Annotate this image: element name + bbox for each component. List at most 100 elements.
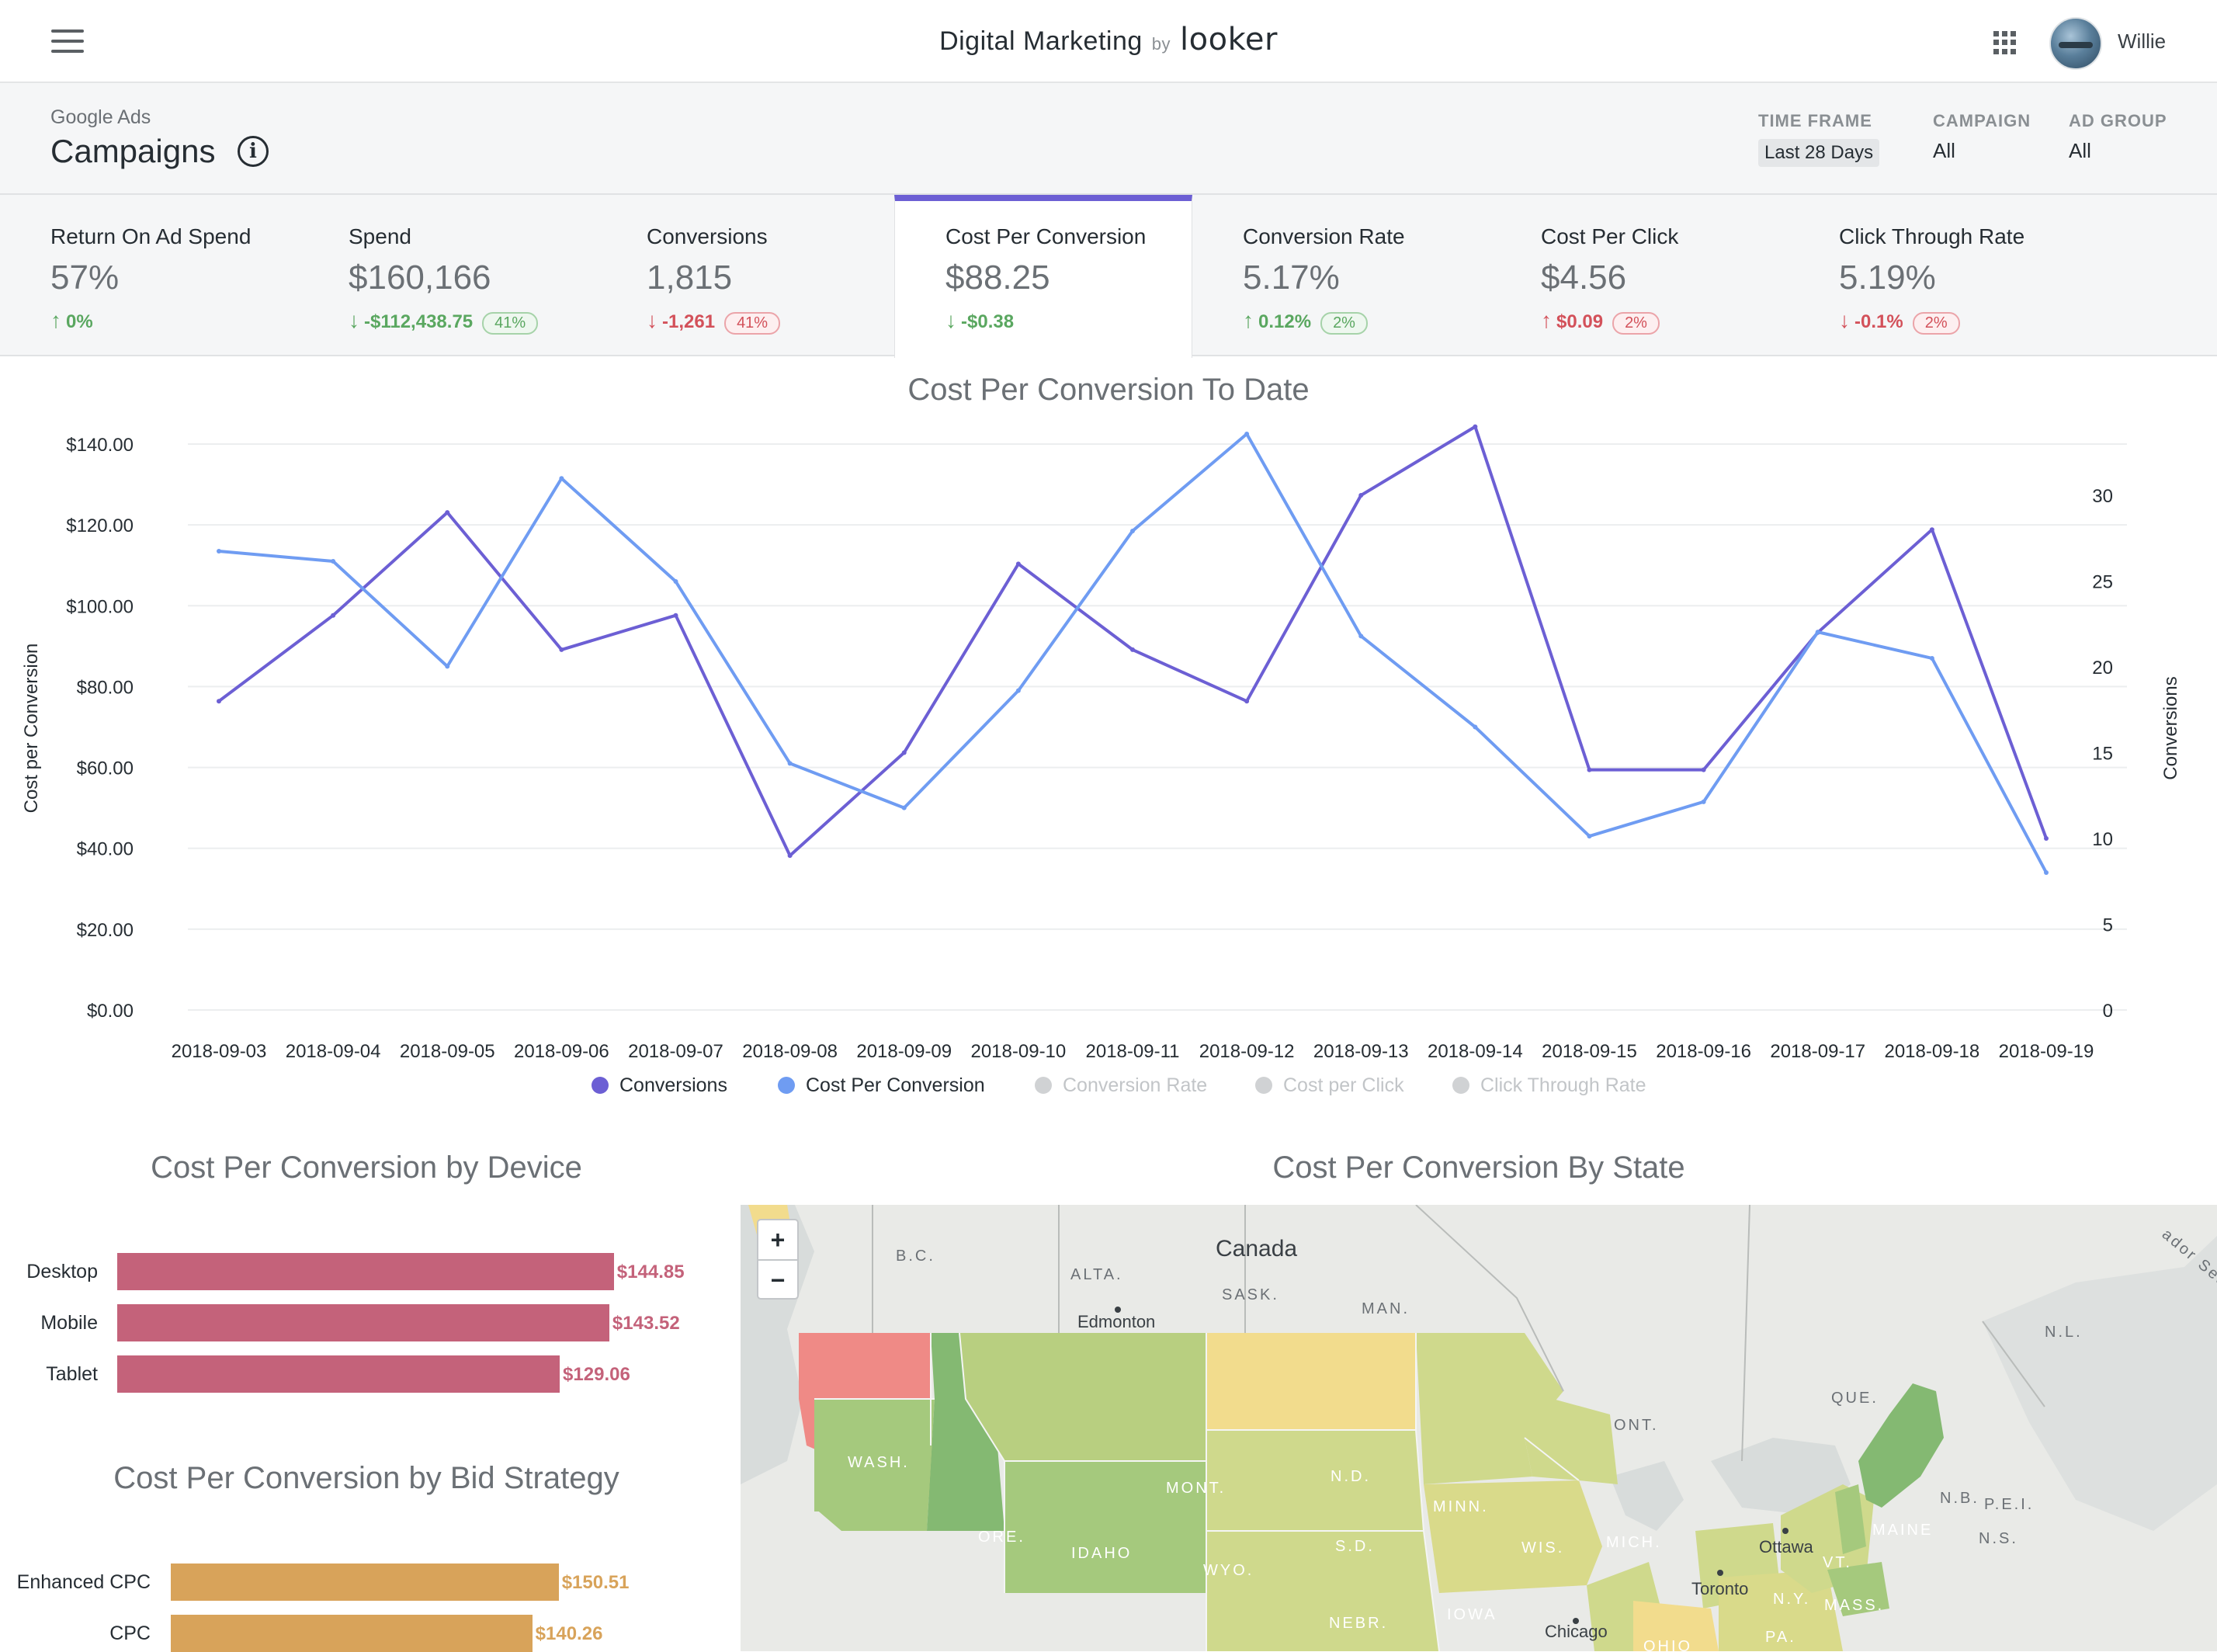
bar-category-label: Tablet xyxy=(46,1363,98,1385)
data-point[interactable] xyxy=(445,664,450,669)
data-point[interactable] xyxy=(331,559,336,564)
y2-tick-label: 10 xyxy=(2092,829,2113,850)
zoom-in-button[interactable]: + xyxy=(758,1220,797,1261)
filter-ad-group[interactable]: AD GROUP All xyxy=(2069,111,2167,163)
apps-grid-icon[interactable] xyxy=(1993,31,2017,54)
data-point[interactable] xyxy=(1815,630,1820,635)
map-label: Ottawa xyxy=(1759,1537,1813,1557)
map-label: QUE. xyxy=(1831,1390,1879,1407)
data-point[interactable] xyxy=(2044,869,2049,875)
kpi-change: ↓ -$112,438.75 41% xyxy=(349,308,539,335)
data-point[interactable] xyxy=(1587,834,1592,839)
bar[interactable] xyxy=(171,1564,559,1601)
map-label: NEBR. xyxy=(1329,1615,1388,1632)
bar[interactable] xyxy=(117,1355,560,1393)
data-point[interactable] xyxy=(217,548,221,554)
data-point[interactable] xyxy=(1929,655,1934,661)
kpi-tile-conversions[interactable]: Conversions 1,815 ↓ -1,261 41% xyxy=(596,195,894,355)
kpi-change: ↑ $0.09 2% xyxy=(1541,308,1660,335)
legend-item-cost-per-click[interactable]: Cost per Click xyxy=(1255,1074,1404,1097)
kpi-tile-click-through-rate[interactable]: Click Through Rate 5.19% ↓ -0.1% 2% xyxy=(1789,195,2087,355)
map-label: IDAHO xyxy=(1071,1545,1132,1562)
kpi-tile-return-on-ad-spend[interactable]: Return On Ad Spend 57% ↑ 0% xyxy=(0,195,298,355)
data-point[interactable] xyxy=(1130,528,1135,533)
y-tick-label: $80.00 xyxy=(77,677,134,698)
map-label: N.D. xyxy=(1331,1468,1371,1485)
data-point[interactable] xyxy=(1473,424,1478,429)
data-point[interactable] xyxy=(331,613,336,618)
x-tick-label: 2018-09-08 xyxy=(742,1041,838,1062)
map-region-oregon xyxy=(814,1399,935,1531)
bar[interactable] xyxy=(117,1304,609,1341)
legend-label: Conversion Rate xyxy=(1063,1074,1208,1096)
data-point[interactable] xyxy=(673,579,678,585)
data-point[interactable] xyxy=(901,805,907,810)
x-tick-label: 2018-09-03 xyxy=(172,1041,267,1062)
y2-tick-label: 5 xyxy=(2103,915,2113,936)
zoom-out-button[interactable]: − xyxy=(770,1266,786,1294)
data-point[interactable] xyxy=(1244,699,1250,704)
dashboard-header: Google Ads Campaigns i TIME FRAME Last 2… xyxy=(0,83,2217,195)
legend-item-conversions[interactable]: Conversions xyxy=(592,1074,727,1097)
map-label: Chicago xyxy=(1545,1622,1608,1641)
user-avatar[interactable] xyxy=(2049,17,2102,70)
data-point[interactable] xyxy=(673,613,678,618)
app-title: Digital Marketing xyxy=(939,26,1143,56)
bar[interactable] xyxy=(117,1253,614,1290)
data-point[interactable] xyxy=(901,750,907,755)
filter-campaign[interactable]: CAMPAIGN All xyxy=(1933,111,2031,163)
filter-value[interactable]: All xyxy=(2069,139,2091,162)
app-brand: Digital Marketing by looker xyxy=(0,22,2217,57)
y2-tick-label: 15 xyxy=(2092,744,2113,765)
state-map[interactable]: B.C. ALTA. SASK. MAN. Canada Edmonton ON… xyxy=(741,1205,2217,1651)
data-point[interactable] xyxy=(2044,836,2049,841)
legend-item-conversion-rate[interactable]: Conversion Rate xyxy=(1035,1074,1207,1097)
x-tick-label: 2018-09-15 xyxy=(1542,1041,1637,1062)
data-point[interactable] xyxy=(445,510,450,515)
map-region-ohio xyxy=(1633,1601,1719,1651)
data-point[interactable] xyxy=(559,476,564,481)
data-point[interactable] xyxy=(1015,688,1021,693)
map-region-idaho xyxy=(927,1333,1004,1531)
map-region-wyoming xyxy=(1004,1461,1206,1593)
data-point[interactable] xyxy=(1473,724,1478,730)
filter-time-frame[interactable]: TIME FRAME Last 28 Days xyxy=(1758,111,1880,167)
data-point[interactable] xyxy=(1701,799,1706,804)
info-icon[interactable]: i xyxy=(238,136,269,167)
kpi-tile-spend[interactable]: Spend $160,166 ↓ -$112,438.75 41% xyxy=(298,195,596,355)
kpi-tile-cost-per-click[interactable]: Cost Per Click $4.56 ↑ $0.09 2% xyxy=(1490,195,1789,355)
map-label: P.E.I. xyxy=(1984,1496,2034,1513)
kpi-tile-conversion-rate[interactable]: Conversion Rate 5.17% ↑ 0.12% 2% xyxy=(1192,195,1490,355)
data-point[interactable] xyxy=(1244,431,1250,436)
map-label: WYO. xyxy=(1203,1562,1254,1579)
legend-dot xyxy=(1255,1077,1272,1094)
kpi-tile-cost-per-conversion[interactable]: Cost Per Conversion $88.25 ↓ -$0.38 xyxy=(894,195,1192,358)
bar-value-label: $129.06 xyxy=(563,1364,630,1385)
x-tick-label: 2018-09-11 xyxy=(1086,1041,1180,1062)
data-point[interactable] xyxy=(1587,767,1592,772)
menu-icon[interactable] xyxy=(51,30,84,53)
kpi-name: Return On Ad Spend xyxy=(50,224,252,248)
kpi-percent-badge: 2% xyxy=(1612,312,1660,335)
data-point[interactable] xyxy=(1358,633,1364,639)
map-region-maine xyxy=(1858,1383,1944,1508)
filter-value[interactable]: Last 28 Days xyxy=(1758,139,1880,167)
legend-item-click-through-rate[interactable]: Click Through Rate xyxy=(1452,1074,1646,1097)
data-point[interactable] xyxy=(1130,647,1135,652)
data-point[interactable] xyxy=(217,699,221,704)
arrow-down-icon: ↓ xyxy=(945,308,956,332)
data-point[interactable] xyxy=(1701,767,1706,772)
map-canvas[interactable]: B.C. ALTA. SASK. MAN. Canada Edmonton ON… xyxy=(741,1205,2217,1651)
data-point[interactable] xyxy=(1358,493,1364,498)
data-point[interactable] xyxy=(559,647,564,652)
data-point[interactable] xyxy=(787,761,793,766)
legend-item-cost-per-conversion[interactable]: Cost Per Conversion xyxy=(778,1074,985,1097)
filter-value[interactable]: All xyxy=(1933,139,1955,162)
map-label: ORE. xyxy=(978,1529,1025,1546)
map-label: N.L. xyxy=(2045,1324,2083,1341)
data-point[interactable] xyxy=(1015,561,1021,567)
bar[interactable] xyxy=(171,1615,533,1652)
user-name[interactable]: Willie xyxy=(2118,30,2167,53)
data-point[interactable] xyxy=(1929,527,1934,533)
data-point[interactable] xyxy=(787,853,793,859)
